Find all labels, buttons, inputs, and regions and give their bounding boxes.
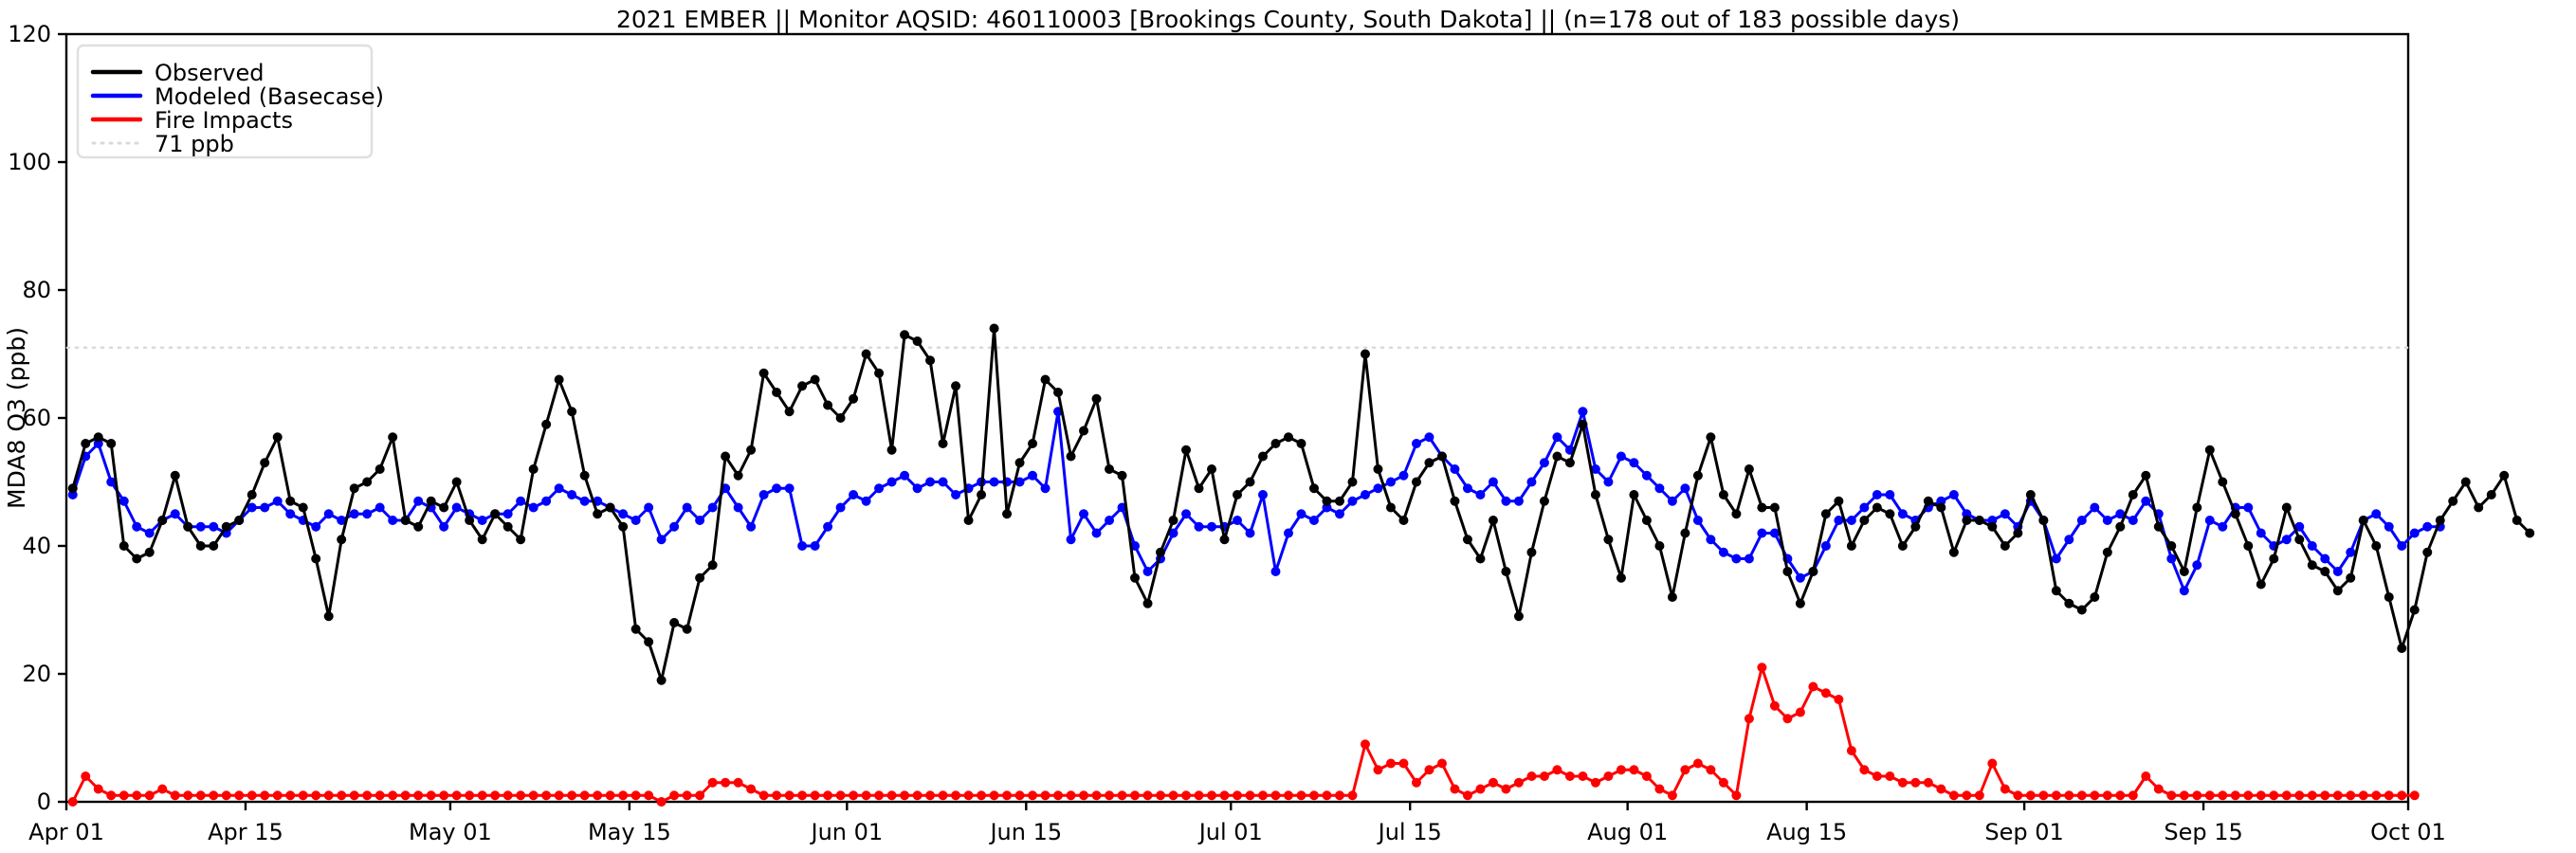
y-tick-label: 20 xyxy=(22,661,51,687)
legend-label: Fire Impacts xyxy=(155,107,293,134)
x-tick-label: Oct 01 xyxy=(2370,819,2446,845)
x-tick-label: Apr 01 xyxy=(28,819,104,845)
y-axis-label: MDA8 O3 (ppb) xyxy=(3,327,30,509)
x-tick-label: Sep 01 xyxy=(1984,819,2063,845)
x-tick-label: Aug 01 xyxy=(1587,819,1668,845)
x-tick-label: Jul 01 xyxy=(1197,819,1263,845)
chart-title: 2021 EMBER || Monitor AQSID: 460110003 [… xyxy=(615,6,1961,33)
series-observed xyxy=(67,323,2535,685)
x-tick-label: Jun 15 xyxy=(988,819,1062,845)
legend-background xyxy=(76,44,374,159)
data-series-group xyxy=(67,323,2535,807)
x-axis-ticks: Apr 01 Apr 15 May 01 May 15 Jun 01 Jun 15 Jul … xyxy=(28,802,2446,845)
x-tick-label: Apr 15 xyxy=(208,819,283,845)
y-tick-label: 120 xyxy=(8,21,51,47)
legend-label: Observed xyxy=(155,60,264,86)
y-tick-label: 40 xyxy=(22,533,51,559)
series-fire xyxy=(67,662,2420,807)
y-tick-label: 80 xyxy=(22,277,51,303)
legend-label: 71 ppb xyxy=(155,131,234,157)
series-modeled xyxy=(67,407,2445,596)
y-tick-label: 60 xyxy=(22,405,51,431)
x-tick-label: Sep 15 xyxy=(2164,819,2242,845)
x-tick-label: Jun 01 xyxy=(809,819,883,845)
x-tick-label: Jul 15 xyxy=(1377,819,1442,845)
x-tick-label: May 15 xyxy=(588,819,671,845)
x-tick-label: Aug 15 xyxy=(1766,819,1847,845)
legend-label: Modeled (Basecase) xyxy=(155,83,384,110)
axes-frame xyxy=(64,32,2410,804)
x-tick-label: May 01 xyxy=(409,819,492,845)
y-axis-ticks: 0 20 40 60 80 100 120 xyxy=(8,21,66,815)
y-tick-label: 0 xyxy=(37,789,51,815)
y-tick-label: 100 xyxy=(8,149,51,175)
